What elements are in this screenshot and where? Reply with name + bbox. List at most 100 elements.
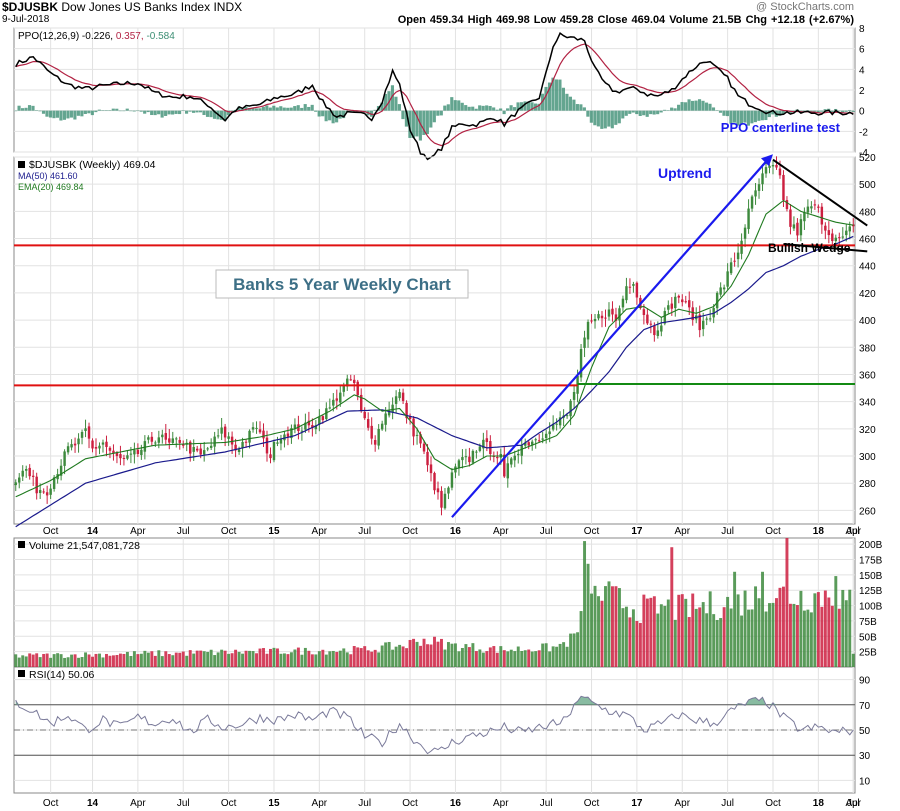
volume-bar bbox=[419, 645, 423, 667]
ppo-histogram-bar bbox=[659, 110, 663, 113]
price-tick-label: 260 bbox=[859, 506, 876, 517]
price-candle-body bbox=[126, 455, 129, 459]
price-candle-body bbox=[171, 438, 174, 443]
volume-bar bbox=[125, 651, 129, 667]
ppo-histogram-bar bbox=[841, 110, 845, 113]
ppo-histogram-bar bbox=[171, 110, 175, 115]
volume-bar bbox=[453, 643, 457, 667]
price-candle-body bbox=[202, 450, 206, 455]
ppo-histogram-bar bbox=[418, 110, 422, 141]
ppo-histogram-bar bbox=[467, 106, 471, 111]
volume-bar bbox=[136, 654, 140, 667]
volume-bar bbox=[412, 638, 416, 667]
ppo-histogram-bar bbox=[589, 110, 593, 123]
volume-bar bbox=[495, 652, 499, 667]
rsi-tick-label: 10 bbox=[859, 776, 871, 787]
volume-bar bbox=[160, 656, 164, 667]
wedge-upper-line bbox=[772, 158, 868, 227]
ppo-tick-label: 2 bbox=[859, 86, 865, 97]
ppo-histogram-bar bbox=[509, 105, 513, 111]
ppo-histogram-bar bbox=[108, 110, 112, 111]
price-candle-body bbox=[157, 437, 161, 443]
price-candle-body bbox=[719, 287, 722, 295]
ppo-histogram-bar bbox=[219, 110, 224, 120]
volume-bar bbox=[28, 653, 32, 667]
price-candle-body bbox=[419, 434, 422, 444]
volume-bar bbox=[317, 651, 321, 667]
ppo-histogram-bar bbox=[338, 110, 342, 119]
price-candle-body bbox=[681, 299, 684, 303]
price-candle-body bbox=[143, 441, 147, 452]
volume-bar bbox=[223, 650, 227, 667]
volume-bar bbox=[80, 657, 84, 667]
wedge-annotation: Bullish Wedge bbox=[768, 241, 851, 255]
volume-bar bbox=[638, 622, 642, 667]
ppo-histogram-bar bbox=[453, 100, 457, 111]
volume-bar bbox=[153, 655, 157, 667]
volume-bar bbox=[108, 655, 112, 667]
ppo-histogram-bar bbox=[202, 110, 206, 116]
volume-bar bbox=[77, 657, 81, 667]
ppo-histogram-bar bbox=[820, 110, 824, 112]
price-candle-body bbox=[161, 434, 164, 438]
price-candle-body bbox=[824, 225, 827, 231]
ppo-histogram-bar bbox=[848, 109, 852, 111]
x-tick-label: Jul bbox=[177, 798, 190, 809]
volume-bar bbox=[314, 654, 318, 667]
price-candle-body bbox=[154, 442, 157, 444]
volume-bar bbox=[105, 653, 108, 667]
volume-bar bbox=[750, 609, 754, 667]
ppo-histogram-bar bbox=[397, 104, 401, 111]
price-candle-body bbox=[175, 438, 178, 440]
volume-legend-swatch bbox=[18, 541, 25, 548]
ppo-histogram-bar bbox=[195, 110, 199, 113]
x-tick-label: 18 bbox=[813, 526, 825, 537]
price-candle-body bbox=[49, 488, 52, 495]
price-candle-body bbox=[635, 282, 639, 298]
price-candle-body bbox=[457, 460, 461, 469]
price-candle-body bbox=[656, 330, 660, 336]
price-candle-body bbox=[667, 305, 670, 310]
volume-bar bbox=[415, 641, 419, 667]
price-candle-body bbox=[670, 303, 674, 309]
volume-bar bbox=[527, 649, 531, 667]
price-candle-body bbox=[513, 455, 516, 461]
ppo-histogram-bar bbox=[69, 110, 73, 118]
volume-bar bbox=[586, 563, 590, 667]
ppo-histogram-bar bbox=[628, 110, 632, 114]
ppo-histogram-bar bbox=[226, 110, 231, 116]
volume-bar bbox=[359, 648, 363, 667]
ppo-histogram-bar bbox=[254, 108, 258, 111]
volume-bar bbox=[607, 581, 611, 667]
price-candle-body bbox=[698, 314, 701, 331]
chart-title: Banks 5 Year Weekly Chart bbox=[233, 275, 451, 294]
price-candle-body bbox=[475, 451, 478, 453]
price-candle-body bbox=[524, 442, 527, 446]
ppo-histogram-bar bbox=[296, 105, 300, 111]
ppo-histogram-bar bbox=[310, 104, 314, 111]
ppo-histogram-bar bbox=[342, 110, 346, 119]
ppo-histogram-bar bbox=[568, 96, 572, 111]
volume-bar bbox=[324, 654, 328, 667]
price-candle-body bbox=[530, 441, 534, 445]
price-candle-body bbox=[129, 453, 133, 455]
volume-bar bbox=[42, 653, 46, 667]
volume-bar bbox=[251, 651, 255, 667]
ppo-histogram-bar bbox=[485, 105, 489, 111]
x-tick-label: 14 bbox=[87, 526, 99, 537]
ppo-histogram-bar bbox=[314, 110, 318, 112]
price-candle-body bbox=[133, 450, 136, 455]
volume-bar bbox=[502, 650, 506, 667]
ppo-histogram-bar bbox=[582, 107, 586, 111]
price-candle-body bbox=[300, 430, 304, 432]
price-tick-label: 320 bbox=[859, 425, 876, 436]
price-candle-body bbox=[426, 451, 429, 466]
ppo-histogram-bar bbox=[450, 97, 454, 111]
ppo-histogram-bar bbox=[181, 110, 185, 111]
volume-bar bbox=[485, 651, 489, 667]
ppo-histogram-bar bbox=[851, 110, 855, 112]
price-candle-body bbox=[21, 470, 24, 477]
ppo-histogram-bar bbox=[513, 107, 517, 111]
volume-bar bbox=[809, 612, 813, 667]
ppo-histogram-bar bbox=[844, 110, 848, 112]
